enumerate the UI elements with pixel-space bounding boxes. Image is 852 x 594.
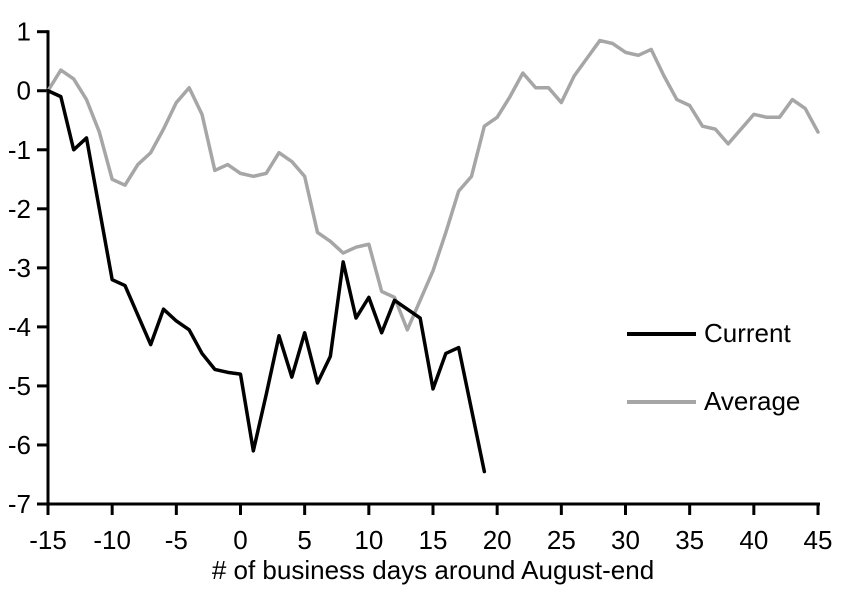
y-tick-label: -5 xyxy=(8,371,31,401)
x-tick-label: 30 xyxy=(611,525,640,555)
current-line-swatch xyxy=(627,331,696,336)
x-tick-label: 35 xyxy=(675,525,704,555)
average-series-line xyxy=(46,38,820,332)
x-tick-label: 25 xyxy=(547,525,576,555)
x-axis-title: # of business days around August-end xyxy=(212,555,654,585)
x-tick-label: 10 xyxy=(354,525,383,555)
y-tick-label: -3 xyxy=(8,253,31,283)
y-tick-label: 1 xyxy=(17,17,31,47)
y-tick-label: 0 xyxy=(17,76,31,106)
x-tick-label: 0 xyxy=(233,525,247,555)
x-tick-label: 45 xyxy=(804,525,833,555)
x-tick-label: 15 xyxy=(419,525,448,555)
legend-label-average: Average xyxy=(704,386,801,416)
x-tick-label: -10 xyxy=(93,525,131,555)
legend-item-average: Average xyxy=(627,388,800,415)
average-line-swatch xyxy=(627,399,696,404)
y-tick-label: -6 xyxy=(8,430,31,460)
current-series-line xyxy=(46,88,487,474)
x-tick-label: -15 xyxy=(29,525,67,555)
legend-label-current: Current xyxy=(704,318,791,348)
x-tick-label: 40 xyxy=(739,525,768,555)
legend-item-current: Current xyxy=(627,320,791,347)
y-tick-label: -2 xyxy=(8,194,31,224)
x-tick-label: 5 xyxy=(297,525,311,555)
x-tick-label: -5 xyxy=(165,525,188,555)
y-tick-label: -7 xyxy=(8,489,31,519)
y-tick-label: -1 xyxy=(8,135,31,165)
y-tick-label: -4 xyxy=(8,312,31,342)
x-tick-label: 20 xyxy=(483,525,512,555)
